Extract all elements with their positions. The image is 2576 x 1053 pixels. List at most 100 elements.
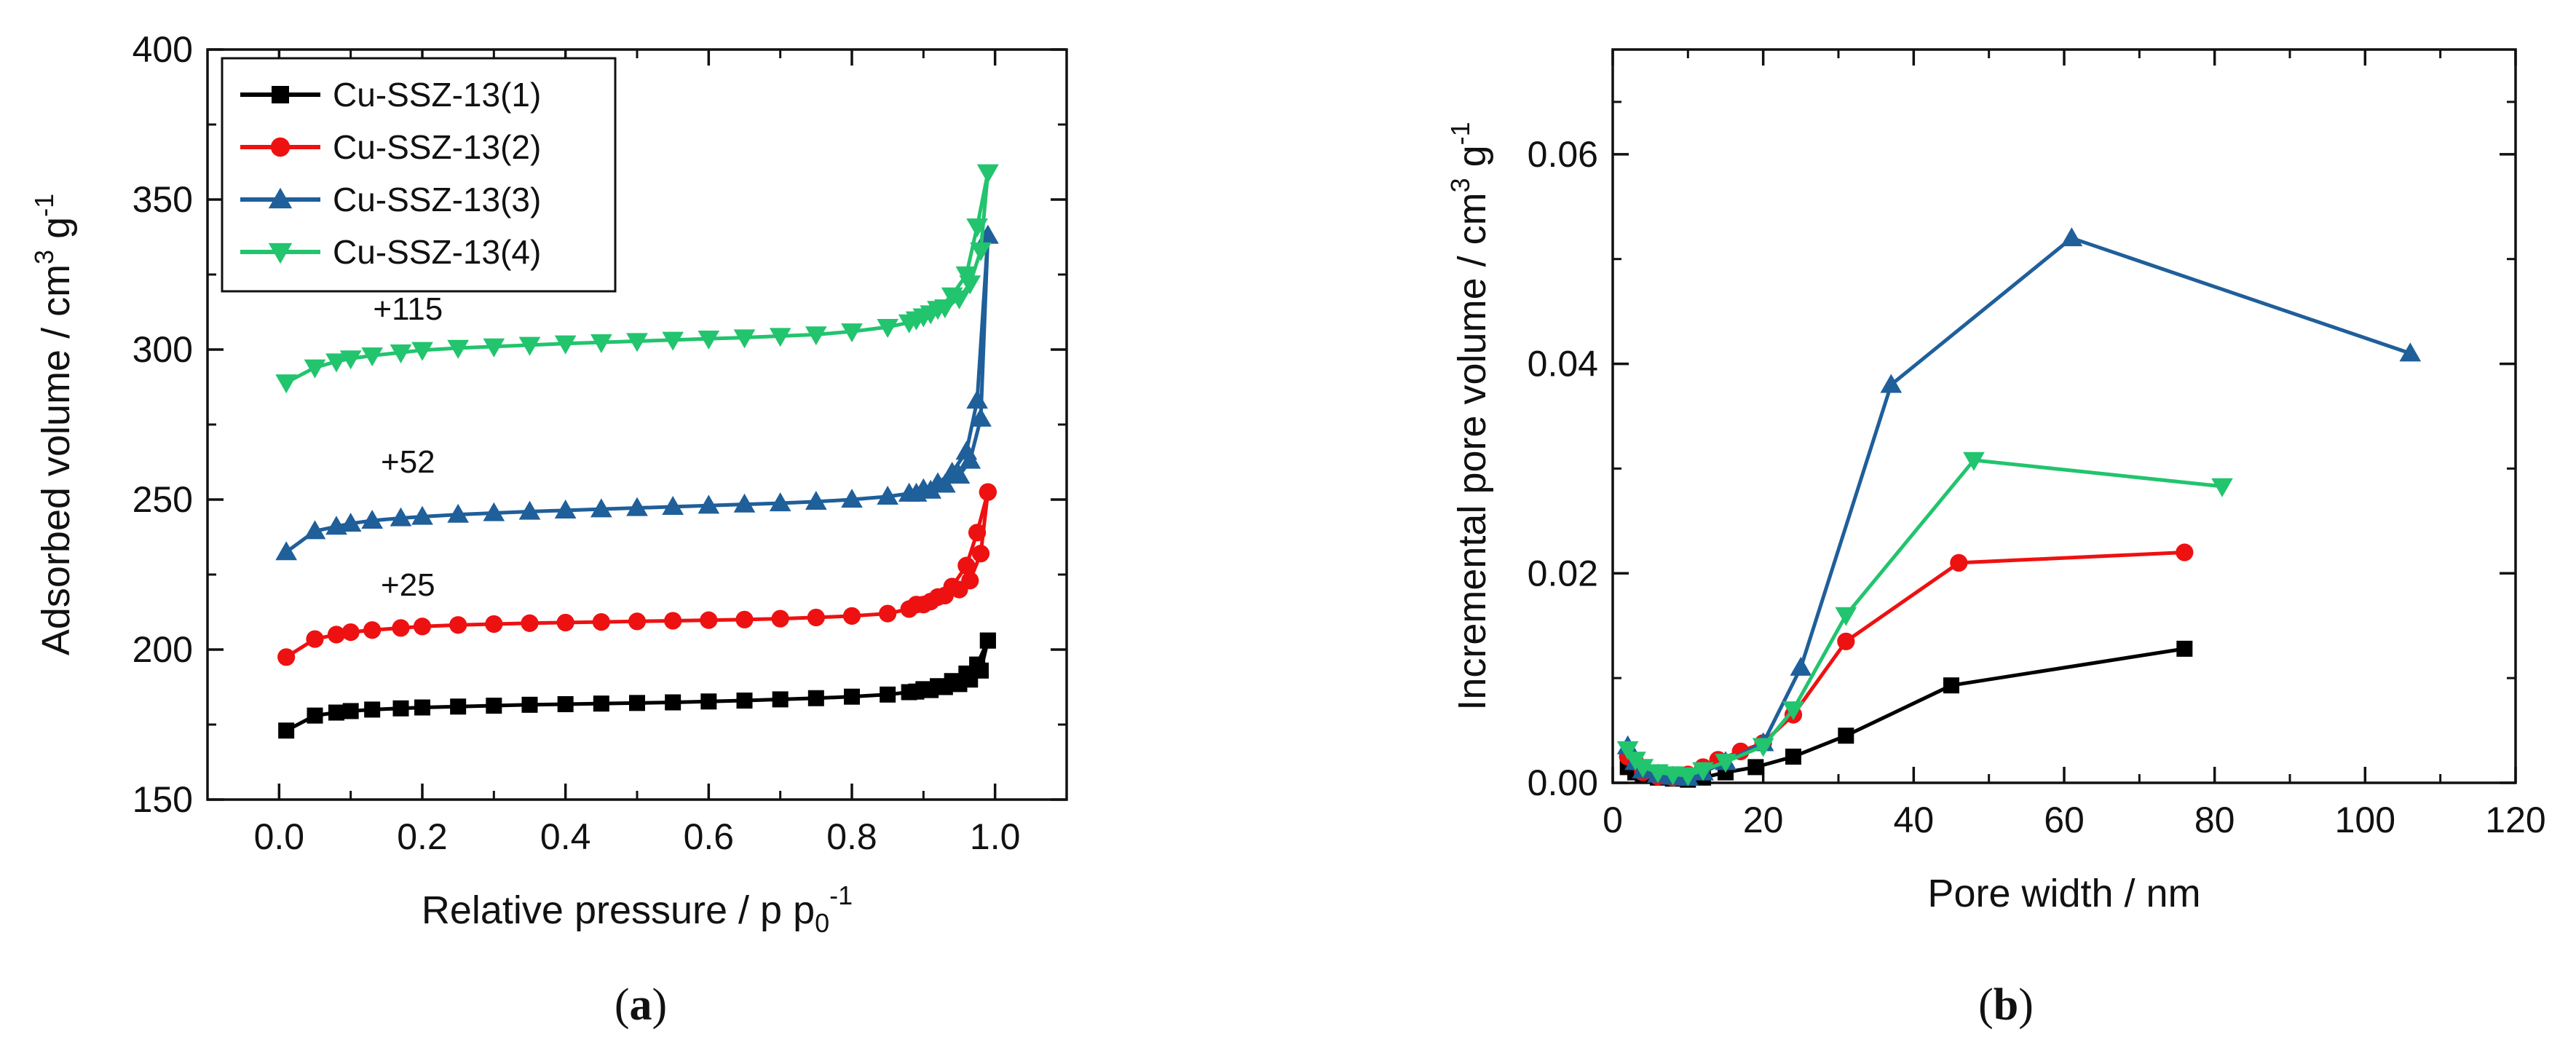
data-point xyxy=(629,695,645,711)
data-point xyxy=(449,616,467,634)
data-point xyxy=(1782,701,1804,721)
data-point xyxy=(626,497,648,516)
data-point xyxy=(907,596,925,614)
data-point xyxy=(2399,342,2422,362)
offset-annotation: +52 xyxy=(381,444,435,480)
y-tick-label: 250 xyxy=(133,479,193,520)
data-point xyxy=(327,626,346,644)
data-point xyxy=(1662,766,1684,786)
data-point xyxy=(364,701,381,718)
data-point xyxy=(2211,478,2233,497)
data-point xyxy=(908,683,925,700)
data-point xyxy=(328,704,344,721)
data-point xyxy=(306,630,324,648)
x-tick-label: 120 xyxy=(2485,800,2545,840)
data-point xyxy=(1837,632,1855,650)
data-point xyxy=(772,691,789,708)
data-point xyxy=(325,353,347,373)
data-point xyxy=(951,676,968,693)
data-point xyxy=(950,580,968,599)
series-Cu-SSZ-13(1) xyxy=(278,632,996,739)
data-point xyxy=(411,505,433,525)
data-point xyxy=(275,374,298,394)
data-point xyxy=(483,338,505,358)
legend-entry: Cu-SSZ-13(3) xyxy=(333,181,541,218)
series-Cu-SSZ-13(4) xyxy=(275,164,999,394)
data-point xyxy=(844,688,860,705)
data-point xyxy=(933,473,956,493)
data-point xyxy=(447,339,470,359)
data-point xyxy=(1677,767,1699,786)
data-point xyxy=(361,509,384,529)
data-point xyxy=(339,350,362,370)
data-point xyxy=(341,623,360,642)
data-point xyxy=(518,500,541,520)
data-point xyxy=(922,682,939,698)
data-point xyxy=(554,499,577,518)
data-point xyxy=(414,699,430,716)
data-point xyxy=(933,299,956,319)
y-tick-label: 0.04 xyxy=(1528,344,1598,384)
data-point xyxy=(700,611,718,629)
legend-entry: Cu-SSZ-13(4) xyxy=(333,233,541,271)
data-point xyxy=(1790,656,1812,676)
plot-frame xyxy=(1611,48,2517,784)
x-tick-label: 0.6 xyxy=(684,816,735,857)
y-axis-title: Adsorbed volume / cm3 g-1 xyxy=(29,194,78,655)
x-tick-label: 80 xyxy=(2194,800,2235,840)
y-axis-title: Incremental pore volume / cm3 g-1 xyxy=(1445,122,1494,710)
data-point xyxy=(957,556,976,575)
data-point xyxy=(1752,738,1774,757)
series-line-desorption xyxy=(915,235,990,496)
x-axis-title: Pore width / nm xyxy=(1927,872,2200,915)
data-point xyxy=(970,242,992,261)
data-point xyxy=(1647,764,1669,784)
series-Cu-SSZ-13(3) xyxy=(275,224,999,561)
series-Cu-SSZ-13(2) xyxy=(277,483,997,666)
x-tick-label: 0.4 xyxy=(540,816,591,857)
series-Cu-SSZ-13(2) xyxy=(1619,543,2194,786)
data-point xyxy=(485,615,503,634)
data-point xyxy=(936,679,953,695)
panel-label: (b) xyxy=(1978,980,2034,1030)
legend-marker xyxy=(272,86,289,103)
data-point xyxy=(842,607,861,625)
data-point xyxy=(920,479,942,499)
data-point xyxy=(735,610,754,628)
data-point xyxy=(959,449,981,469)
data-point xyxy=(486,698,502,714)
data-point xyxy=(700,693,717,710)
data-point xyxy=(278,722,295,739)
x-tick-label: 20 xyxy=(1743,800,1784,840)
data-point xyxy=(733,493,756,513)
data-point xyxy=(521,614,539,632)
data-point xyxy=(593,695,609,712)
data-point xyxy=(1835,607,1857,626)
data-point xyxy=(662,331,684,351)
data-point xyxy=(959,275,981,295)
x-tick-label: 1.0 xyxy=(970,816,1021,857)
data-point xyxy=(590,334,612,353)
y-tick-label: 0.00 xyxy=(1528,762,1598,803)
data-point xyxy=(841,489,863,508)
data-point xyxy=(662,496,684,516)
y-tick-label: 0.06 xyxy=(1528,134,1598,175)
series-line xyxy=(285,639,990,733)
data-point xyxy=(905,482,928,502)
data-point xyxy=(976,164,999,184)
data-point xyxy=(1632,759,1654,778)
data-point xyxy=(277,648,296,666)
data-point xyxy=(275,541,298,561)
data-point xyxy=(1692,762,1714,781)
data-point xyxy=(664,612,682,630)
data-point xyxy=(2176,640,2193,657)
y-tick-label: 300 xyxy=(133,329,193,370)
data-point xyxy=(626,333,648,352)
data-point xyxy=(1880,374,1903,393)
data-point xyxy=(592,612,610,631)
legend-marker xyxy=(268,187,293,209)
data-point xyxy=(970,407,992,427)
data-point xyxy=(304,520,326,540)
series-line xyxy=(1627,551,2185,780)
